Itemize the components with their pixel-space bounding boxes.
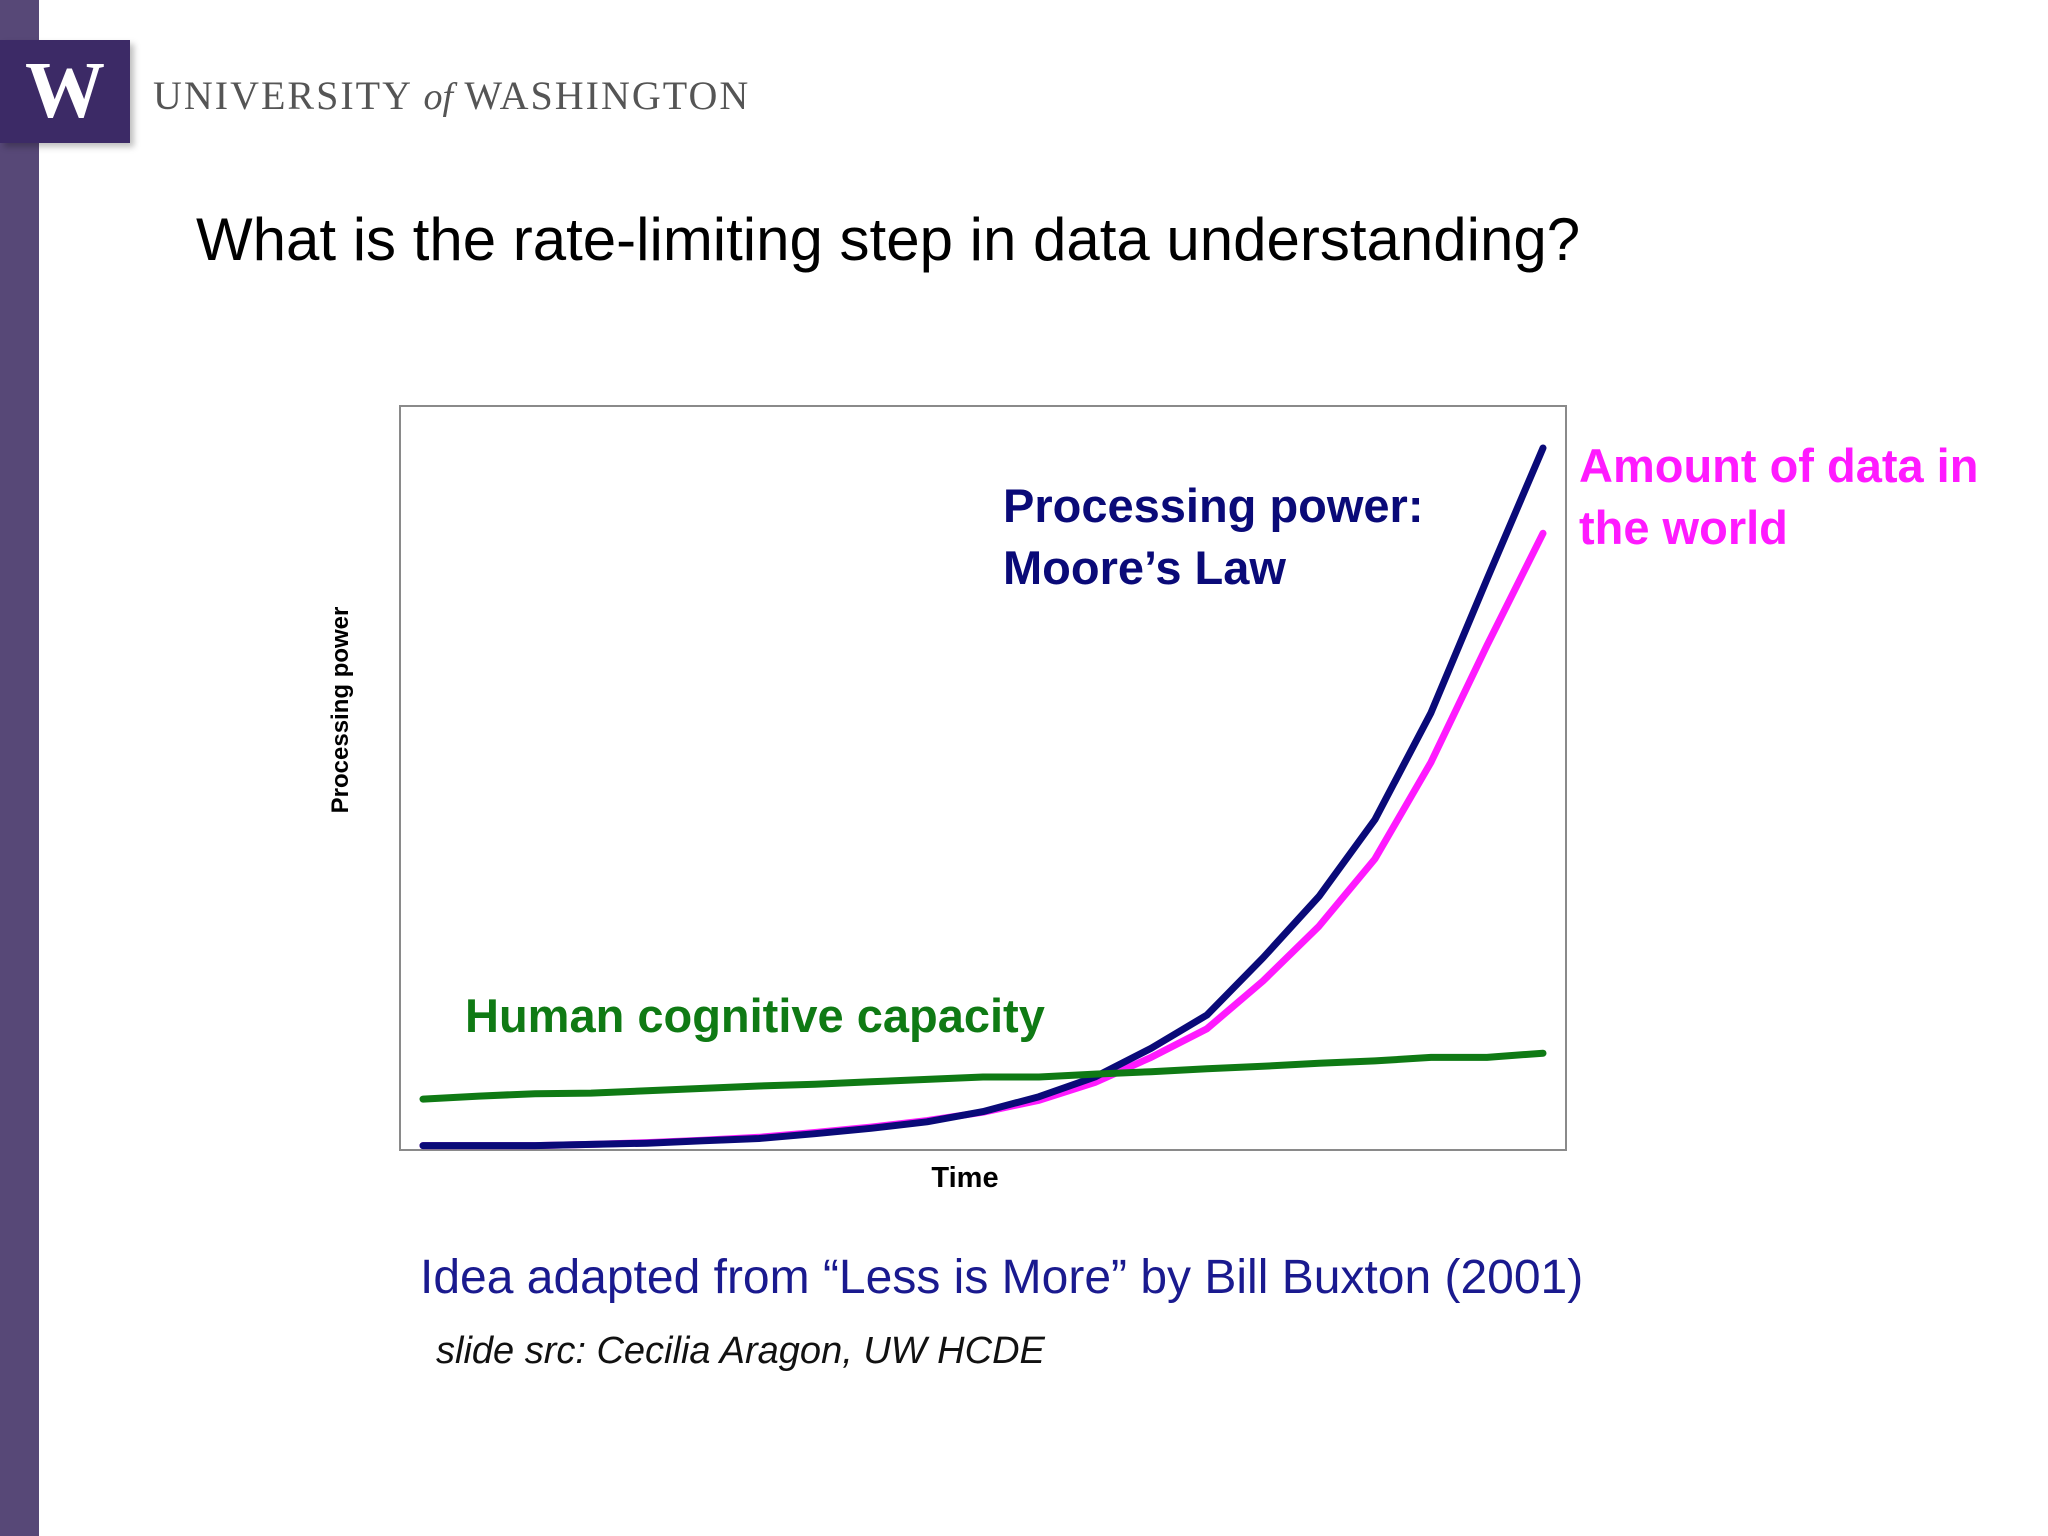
- y-axis-label: Processing power: [327, 607, 354, 814]
- wordmark-university: UNIVERSITY: [153, 73, 412, 118]
- wordmark-of: of: [423, 76, 454, 118]
- slide-credit: slide src: Cecilia Aragon, UW HCDE: [436, 1330, 1045, 1372]
- human-capacity-label: Human cognitive capacity: [465, 989, 1045, 1042]
- series-layer: [419, 444, 1547, 1150]
- slide-caption: Idea adapted from “Less is More” by Bill…: [420, 1251, 1584, 1304]
- uw-w-logo: W: [0, 40, 130, 143]
- logo-letter: W: [25, 47, 105, 135]
- data-amount-label: Amount of data in the world: [1579, 439, 1978, 554]
- annotation-layer: Processing power: Moore’s Law Amount of da…: [465, 439, 1978, 1042]
- wordmark-washington: WASHINGTON: [464, 73, 751, 118]
- slide-title: What is the rate-limiting step in data u…: [196, 206, 1581, 273]
- plot-frame: [399, 405, 1567, 1151]
- moore-law-label: Processing power: Moore’s Law: [1003, 479, 1424, 594]
- x-axis-label: Time: [931, 1162, 998, 1194]
- human-capacity-line: [419, 1049, 1547, 1103]
- sidebar-stripe: [0, 0, 39, 1536]
- moore-law-line: [419, 444, 1547, 1150]
- uw-wordmark: UNIVERSITY of WASHINGTON: [153, 72, 750, 119]
